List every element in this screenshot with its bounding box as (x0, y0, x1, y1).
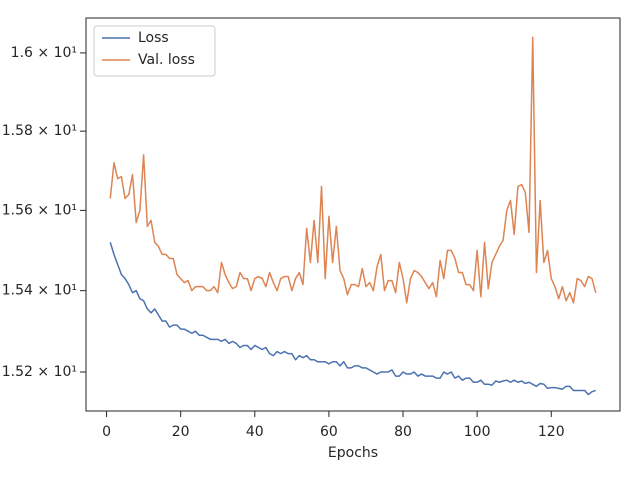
x-tick-label: 100 (464, 424, 491, 440)
x-axis-label: Epochs (328, 445, 378, 461)
x-tick-label: 0 (102, 424, 111, 440)
legend-label: Val. loss (138, 52, 195, 68)
line-series (109, 242, 596, 396)
y-tick-label: 1.54 × 10¹ (2, 283, 77, 299)
x-tick-label: 20 (172, 424, 190, 440)
legend-label: Loss (138, 30, 169, 46)
line-series (109, 36, 597, 304)
y-tick-label: 1.56 × 10¹ (2, 202, 77, 218)
x-tick-label: 60 (320, 424, 338, 440)
x-tick-label: 40 (246, 424, 264, 440)
y-tick-label: 1.58 × 10¹ (2, 123, 77, 139)
x-tick-label: 80 (394, 424, 412, 440)
y-tick-label: 1.6 × 10¹ (11, 45, 77, 61)
x-tick-label: 120 (538, 424, 565, 440)
plot-frame (85, 17, 621, 412)
y-tick-label: 1.52 × 10¹ (2, 364, 77, 380)
